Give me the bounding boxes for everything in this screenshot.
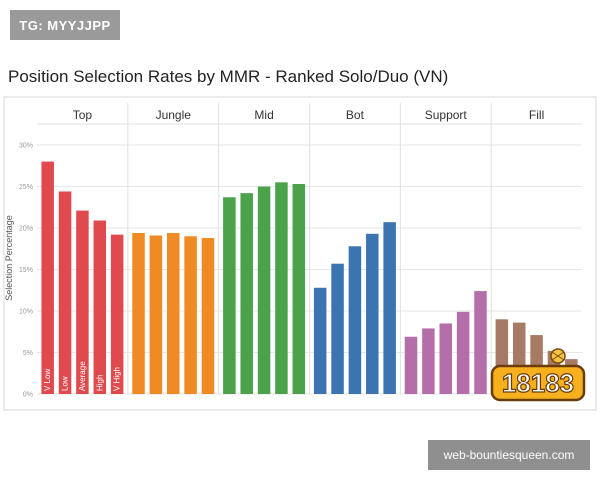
bar-top-5 bbox=[110, 234, 124, 394]
bar-jungle-1 bbox=[132, 232, 145, 394]
y-tick-label: 20% bbox=[19, 226, 33, 233]
chart-title: Position Selection Rates by MMR - Ranked… bbox=[8, 67, 449, 86]
group-label-top: Top bbox=[73, 108, 93, 122]
bar-support-1 bbox=[404, 336, 418, 394]
group-label-fill: Fill bbox=[529, 108, 544, 122]
mmr-tier-label: Low bbox=[61, 376, 70, 391]
bar-jungle-3 bbox=[166, 232, 180, 394]
bar-bot-2 bbox=[331, 263, 344, 394]
group-label-support: Support bbox=[425, 108, 468, 122]
bar-mid-1 bbox=[223, 197, 236, 394]
bar-top-4 bbox=[93, 220, 107, 394]
bar-mid-5 bbox=[292, 184, 306, 394]
bar-mid-4 bbox=[275, 182, 288, 394]
bar-bot-1 bbox=[313, 287, 327, 394]
y-tick-label: 15% bbox=[19, 267, 33, 274]
mmr-tier-label: V Low bbox=[43, 369, 52, 391]
bar-support-5 bbox=[474, 291, 487, 394]
game-site-logo-icon: 18183 bbox=[490, 346, 586, 402]
channel-tag-badge: TG: MYYJJPP bbox=[10, 10, 120, 40]
group-label-jungle: Jungle bbox=[156, 108, 192, 122]
bar-top-2 bbox=[58, 191, 72, 394]
y-tick-label: 5% bbox=[23, 350, 33, 357]
mmr-tier-label: High bbox=[95, 375, 104, 391]
logo-stamp-text: 18183 bbox=[502, 368, 574, 398]
bar-bot-4 bbox=[366, 233, 379, 394]
y-tick-label: 0% bbox=[23, 392, 33, 399]
bar-top-3 bbox=[76, 210, 89, 394]
bar-mid-2 bbox=[240, 193, 253, 394]
bar-support-2 bbox=[422, 328, 435, 394]
y-tick-label: 25% bbox=[19, 184, 33, 191]
mmr-tier-label: Average bbox=[78, 361, 87, 391]
y-tick-label: 10% bbox=[19, 309, 33, 316]
watermark-badge: web-bountiesqueen.com bbox=[428, 440, 590, 470]
bar-support-4 bbox=[456, 311, 470, 394]
y-tick-label: 30% bbox=[19, 143, 33, 150]
bar-bot-3 bbox=[348, 246, 362, 394]
bar-jungle-4 bbox=[184, 236, 197, 394]
bar-support-3 bbox=[439, 323, 453, 394]
mmr-tier-label: V High bbox=[113, 367, 122, 391]
group-label-bot: Bot bbox=[346, 108, 365, 122]
group-label-mid: Mid bbox=[254, 108, 273, 122]
y-axis-label: Selection Percentage bbox=[4, 215, 14, 301]
bar-bot-5 bbox=[383, 222, 396, 394]
bar-mid-3 bbox=[257, 186, 271, 394]
bar-jungle-5 bbox=[201, 237, 215, 394]
bar-jungle-2 bbox=[149, 235, 163, 394]
bar-top-1 bbox=[41, 161, 54, 394]
